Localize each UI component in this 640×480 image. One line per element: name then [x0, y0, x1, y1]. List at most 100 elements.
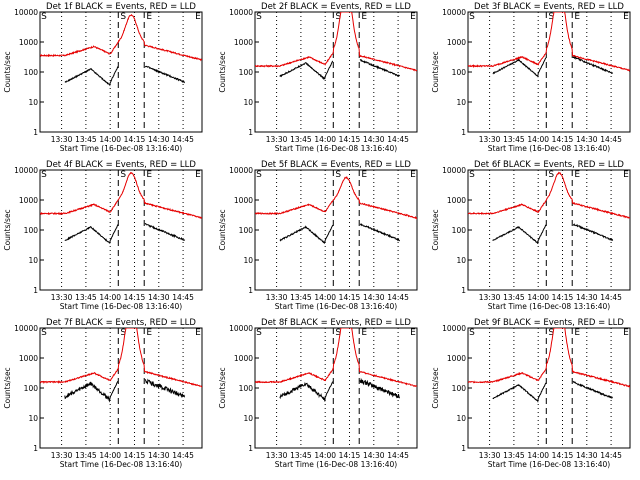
x-tick-label: 14:15: [552, 451, 574, 460]
plot-frame: [39, 327, 203, 449]
y-axis-label: Counts/sec: [3, 367, 12, 408]
marker-label-e: E: [146, 328, 152, 338]
y-tick-label: 100: [24, 226, 39, 235]
x-tick-label: 14:30: [363, 293, 385, 302]
x-tick-label: 13:30: [479, 293, 501, 302]
x-tick-label: 13:45: [503, 293, 525, 302]
y-tick-label: 10: [456, 256, 466, 265]
y-tick-label: 1: [33, 286, 38, 295]
x-tick-label: 14:15: [552, 135, 574, 144]
x-tick-label: 13:30: [266, 451, 288, 460]
y-tick-label: 1: [461, 286, 466, 295]
y-axis-label: Counts/sec: [3, 209, 12, 250]
panel-title: Det 5f BLACK = Events, RED = LLD: [261, 160, 411, 170]
marker-label-e: E: [361, 328, 367, 338]
x-tick-label: 14:15: [339, 451, 361, 460]
marker-label-s: S: [335, 12, 341, 22]
x-tick-label: 13:45: [290, 293, 312, 302]
x-tick-label: 14:00: [527, 135, 549, 144]
x-axis-label: Start Time (16-Dec-08 13:16:40): [60, 302, 182, 311]
y-tick-label: 1000: [234, 354, 253, 363]
y-tick-label: 1: [33, 128, 38, 137]
y-tick-label: 10000: [14, 166, 38, 175]
x-tick-label: 14:00: [314, 135, 336, 144]
panel-title: Det 7f BLACK = Events, RED = LLD: [46, 318, 196, 328]
y-tick-label: 1000: [19, 354, 38, 363]
edge-marker-s: S: [41, 170, 47, 180]
y-tick-label: 100: [24, 384, 39, 393]
edge-marker-e: E: [410, 170, 416, 180]
edge-marker-e: E: [623, 12, 629, 22]
plot-frame: [254, 169, 418, 291]
y-tick-label: 1: [461, 128, 466, 137]
y-tick-label: 10: [456, 98, 466, 107]
x-tick-label: 14:00: [99, 451, 121, 460]
x-tick-label: 13:30: [479, 135, 501, 144]
x-tick-label: 14:45: [600, 451, 622, 460]
x-tick-label: 14:45: [172, 451, 194, 460]
y-axis-label: Counts/sec: [431, 209, 440, 250]
lld-series-line: [255, 328, 417, 387]
marker-label-s: S: [120, 12, 126, 22]
y-tick-label: 10: [243, 256, 253, 265]
lld-series-line: [40, 171, 202, 219]
events-series-line: [492, 56, 614, 78]
y-tick-label: 1000: [19, 196, 38, 205]
x-axis-label: Start Time (16-Dec-08 13:16:40): [60, 144, 182, 153]
marker-label-s: S: [120, 170, 126, 180]
x-tick-label: 13:45: [75, 451, 97, 460]
panel-title: Det 9f BLACK = Events, RED = LLD: [474, 318, 624, 328]
marker-label-s: S: [548, 328, 554, 338]
events-series-line: [64, 65, 185, 87]
x-tick-label: 14:45: [387, 135, 409, 144]
marker-label-s: S: [548, 12, 554, 22]
y-tick-label: 100: [239, 226, 254, 235]
events-series-line: [64, 223, 186, 244]
marker-label-e: E: [574, 12, 580, 22]
x-tick-label: 13:30: [51, 135, 73, 144]
events-series-line: [64, 378, 186, 403]
edge-marker-s: S: [469, 170, 475, 180]
lld-series-line: [468, 171, 630, 219]
x-tick-label: 14:15: [339, 135, 361, 144]
x-axis-label: Start Time (16-Dec-08 13:16:40): [488, 302, 610, 311]
x-tick-label: 14:30: [576, 293, 598, 302]
plot-frame: [39, 169, 203, 291]
y-tick-label: 10: [456, 414, 466, 423]
marker-label-e: E: [574, 170, 580, 180]
edge-marker-s: S: [256, 12, 262, 22]
x-tick-label: 14:15: [124, 293, 146, 302]
edge-marker-e: E: [410, 328, 416, 338]
y-axis-label: Counts/sec: [218, 367, 227, 408]
edge-marker-s: S: [41, 12, 47, 22]
panel-det-6: Det 6f BLACK = Events, RED = LLD 1 10 100 10…: [431, 160, 631, 311]
y-axis-label: Counts/sec: [3, 51, 12, 92]
edge-marker-s: S: [41, 328, 47, 338]
x-tick-label: 13:45: [75, 135, 97, 144]
x-tick-label: 14:00: [99, 293, 121, 302]
panel-title: Det 2f BLACK = Events, RED = LLD: [261, 2, 411, 12]
y-tick-label: 10: [28, 98, 38, 107]
x-tick-label: 14:30: [363, 135, 385, 144]
lld-series-line: [468, 328, 630, 388]
y-tick-label: 10: [28, 256, 38, 265]
y-tick-label: 100: [452, 226, 467, 235]
x-axis-label: Start Time (16-Dec-08 13:16:40): [60, 460, 182, 469]
edge-marker-s: S: [469, 328, 475, 338]
x-axis-label: Start Time (16-Dec-08 13:16:40): [488, 460, 610, 469]
events-series-line: [279, 377, 401, 402]
edge-marker-e: E: [195, 12, 201, 22]
marker-label-e: E: [146, 12, 152, 22]
events-series-line: [492, 380, 613, 403]
plot-frame: [467, 11, 631, 133]
x-axis-label: Start Time (16-Dec-08 13:16:40): [488, 144, 610, 153]
x-tick-label: 14:45: [600, 135, 622, 144]
y-tick-label: 100: [239, 384, 254, 393]
y-tick-label: 100: [24, 68, 39, 77]
y-axis-label: Counts/sec: [431, 367, 440, 408]
x-tick-label: 14:15: [552, 293, 574, 302]
y-axis-label: Counts/sec: [218, 51, 227, 92]
x-tick-label: 13:45: [290, 135, 312, 144]
marker-label-s: S: [335, 328, 341, 338]
